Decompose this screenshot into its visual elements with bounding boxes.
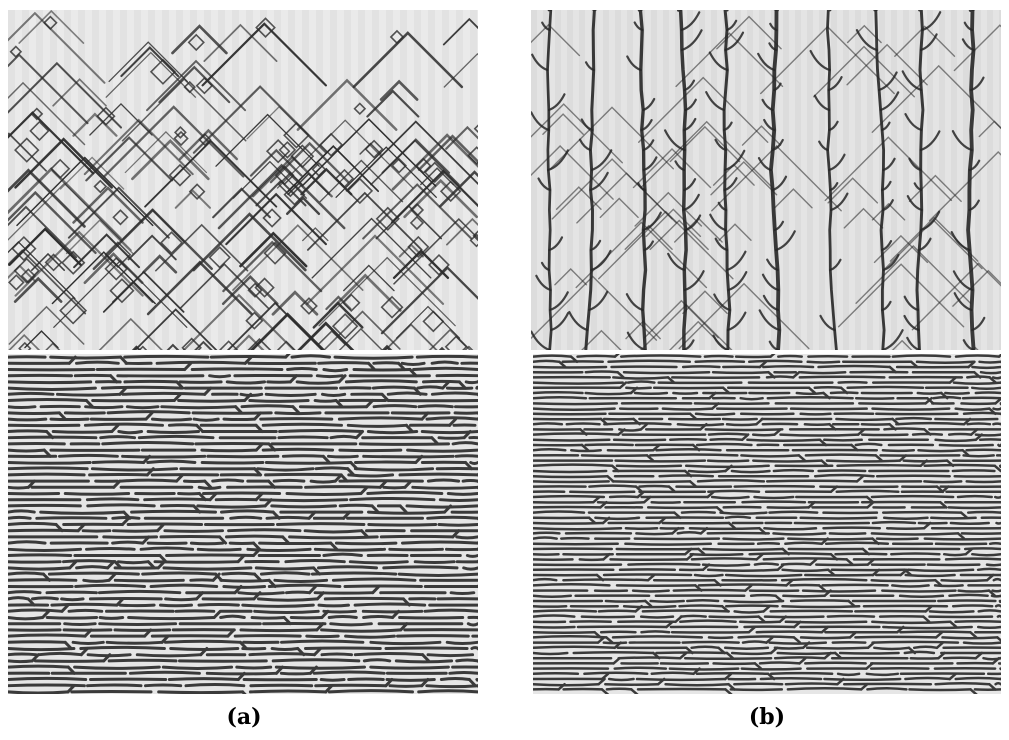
panel-a-top-image xyxy=(8,10,478,350)
panel-b-bottom-image xyxy=(533,354,1001,694)
caption-b: (b) xyxy=(748,704,786,730)
stripe-pattern-graphic xyxy=(8,354,478,694)
panel-b-top-image xyxy=(531,10,1001,350)
dendritic-pattern-graphic xyxy=(531,10,1001,350)
caption-a: (a) xyxy=(226,704,262,730)
triangular-pattern-graphic xyxy=(8,10,478,350)
stripe-pattern-graphic xyxy=(533,354,1001,694)
panel-a-bottom-image xyxy=(8,354,478,694)
